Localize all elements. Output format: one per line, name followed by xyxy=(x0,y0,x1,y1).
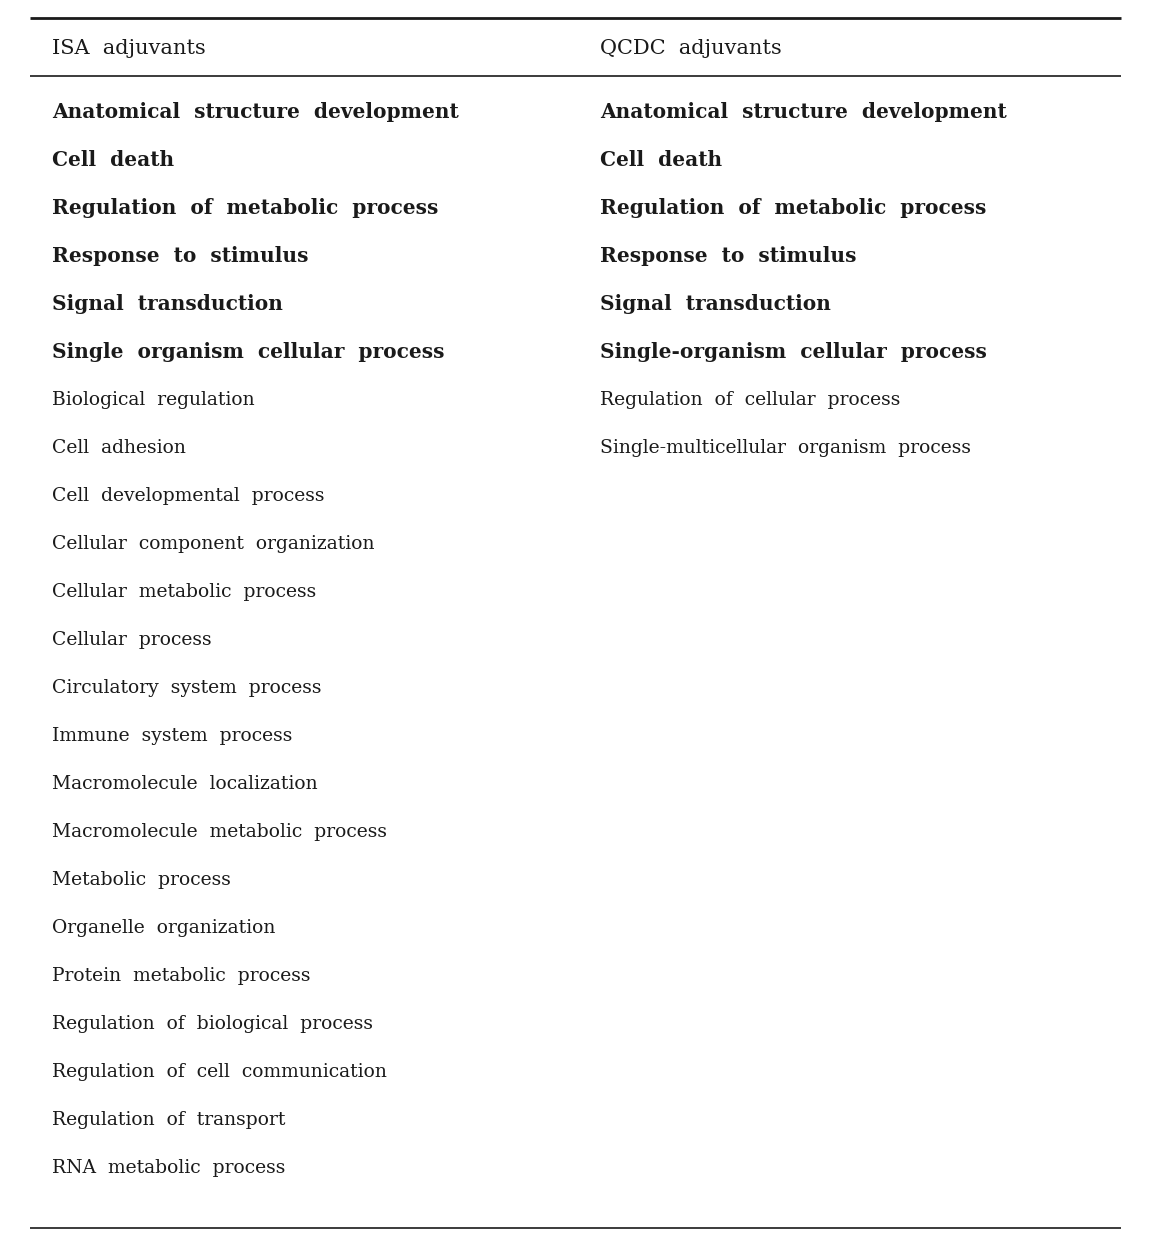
Text: Single-multicellular  organism  process: Single-multicellular organism process xyxy=(600,439,971,457)
Text: Cell  death: Cell death xyxy=(52,150,174,170)
Text: Regulation  of  cellular  process: Regulation of cellular process xyxy=(600,392,900,409)
Text: Regulation  of  metabolic  process: Regulation of metabolic process xyxy=(52,198,439,218)
Text: Response  to  stimulus: Response to stimulus xyxy=(52,246,308,266)
Text: ISA  adjuvants: ISA adjuvants xyxy=(52,39,206,57)
Text: Response  to  stimulus: Response to stimulus xyxy=(600,246,856,266)
Text: Cellular  metabolic  process: Cellular metabolic process xyxy=(52,583,317,602)
Text: Cellular  component  organization: Cellular component organization xyxy=(52,534,374,553)
Text: Signal  transduction: Signal transduction xyxy=(600,295,831,314)
Text: Circulatory  system  process: Circulatory system process xyxy=(52,679,321,697)
Text: Organelle  organization: Organelle organization xyxy=(52,919,275,937)
Text: Metabolic  process: Metabolic process xyxy=(52,871,231,889)
Text: Macromolecule  metabolic  process: Macromolecule metabolic process xyxy=(52,823,387,842)
Text: Immune  system  process: Immune system process xyxy=(52,727,292,745)
Text: Regulation  of  metabolic  process: Regulation of metabolic process xyxy=(600,198,986,218)
Text: Cellular  process: Cellular process xyxy=(52,631,212,649)
Text: Regulation  of  biological  process: Regulation of biological process xyxy=(52,1016,373,1033)
Text: Regulation  of  cell  communication: Regulation of cell communication xyxy=(52,1063,387,1081)
Text: Regulation  of  transport: Regulation of transport xyxy=(52,1111,285,1129)
Text: Cell  adhesion: Cell adhesion xyxy=(52,439,185,457)
Text: Signal  transduction: Signal transduction xyxy=(52,295,283,314)
Text: Protein  metabolic  process: Protein metabolic process xyxy=(52,967,311,984)
Text: Cell  death: Cell death xyxy=(600,150,722,170)
Text: Biological  regulation: Biological regulation xyxy=(52,392,254,409)
Text: Macromolecule  localization: Macromolecule localization xyxy=(52,774,318,793)
Text: Anatomical  structure  development: Anatomical structure development xyxy=(600,102,1007,122)
Text: Anatomical  structure  development: Anatomical structure development xyxy=(52,102,459,122)
Text: RNA  metabolic  process: RNA metabolic process xyxy=(52,1158,285,1177)
Text: Single  organism  cellular  process: Single organism cellular process xyxy=(52,342,444,362)
Text: QCDC  adjuvants: QCDC adjuvants xyxy=(600,39,782,57)
Text: Single-organism  cellular  process: Single-organism cellular process xyxy=(600,342,986,362)
Text: Cell  developmental  process: Cell developmental process xyxy=(52,487,325,505)
